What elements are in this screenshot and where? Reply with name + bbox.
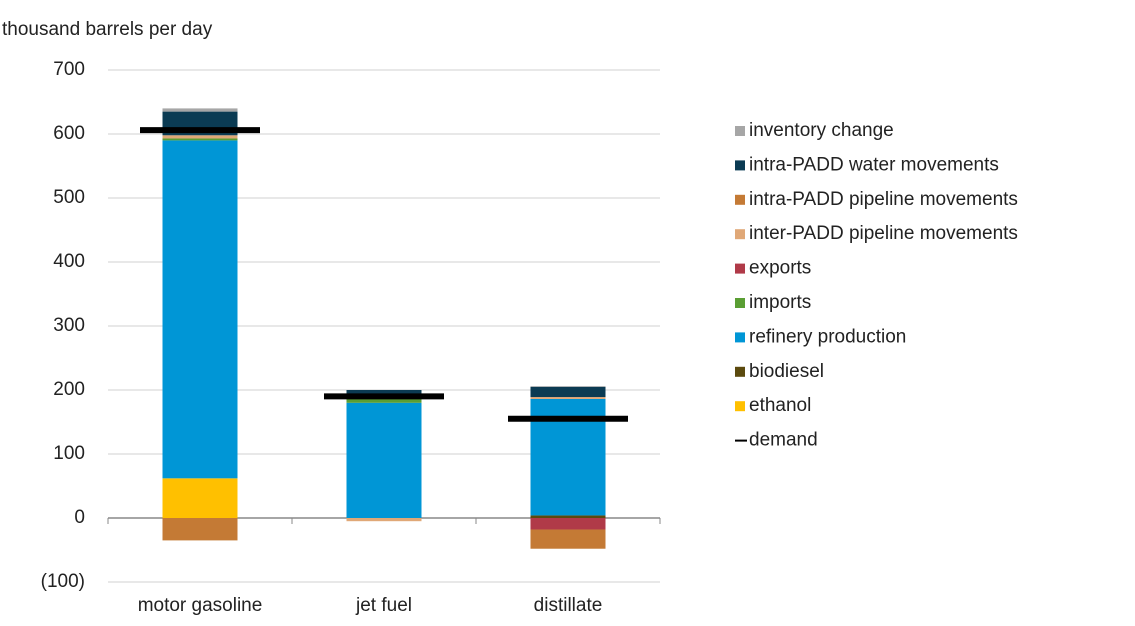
x-tick-label: distillate <box>534 595 603 616</box>
bar-segment <box>530 386 606 387</box>
bar-segment <box>530 397 606 399</box>
legend-swatch <box>735 229 745 240</box>
y-tick-label: 200 <box>53 379 85 400</box>
legend-label: exports <box>749 258 811 279</box>
y-tick-label: 100 <box>53 443 85 464</box>
x-tick-label: jet fuel <box>355 595 412 616</box>
bar-segment <box>530 386 606 398</box>
y-tick-label: 600 <box>53 123 85 144</box>
legend-swatch <box>735 263 745 274</box>
legend-swatch <box>735 366 745 377</box>
y-tick-label: 700 <box>53 59 85 80</box>
bar-segment <box>162 518 238 541</box>
legend-swatch <box>735 160 745 171</box>
bar-segment <box>162 478 238 518</box>
bar-segment <box>162 135 238 139</box>
y-tick-label: 400 <box>53 251 85 272</box>
legend-label: refinery production <box>749 326 906 347</box>
legend-label: intra-PADD water movements <box>749 154 999 175</box>
y-tick-label: 500 <box>53 187 85 208</box>
bar-segment <box>162 140 238 479</box>
y-tick-label: (100) <box>41 571 85 592</box>
bar-segment <box>162 108 238 112</box>
legend-swatch <box>735 332 745 343</box>
legend-label: biodiesel <box>749 361 824 382</box>
legend-swatch <box>735 126 745 136</box>
axis-title: thousand barrels per day <box>2 19 213 40</box>
legend-label: ethanol <box>749 395 811 416</box>
bar-segment <box>346 518 422 522</box>
legend-label: intra-PADD pipeline movements <box>749 189 1018 210</box>
bar-segment <box>346 397 422 403</box>
legend-label: demand <box>749 430 818 451</box>
legend-swatch <box>735 401 745 412</box>
x-tick-label: motor gasoline <box>138 595 263 616</box>
bar-segment <box>530 518 606 530</box>
legend-label: inventory change <box>749 120 894 141</box>
y-tick-label: 300 <box>53 315 85 336</box>
bar-segment <box>162 138 238 141</box>
bar-segment <box>530 515 606 518</box>
legend-swatch <box>735 298 745 308</box>
legend-swatch <box>735 194 745 205</box>
legend-label: imports <box>749 292 811 313</box>
legend-label: inter-PADD pipeline movements <box>749 223 1018 244</box>
bar-segment <box>346 402 422 518</box>
bar-segment <box>530 529 606 549</box>
y-tick-label: 0 <box>74 507 85 528</box>
